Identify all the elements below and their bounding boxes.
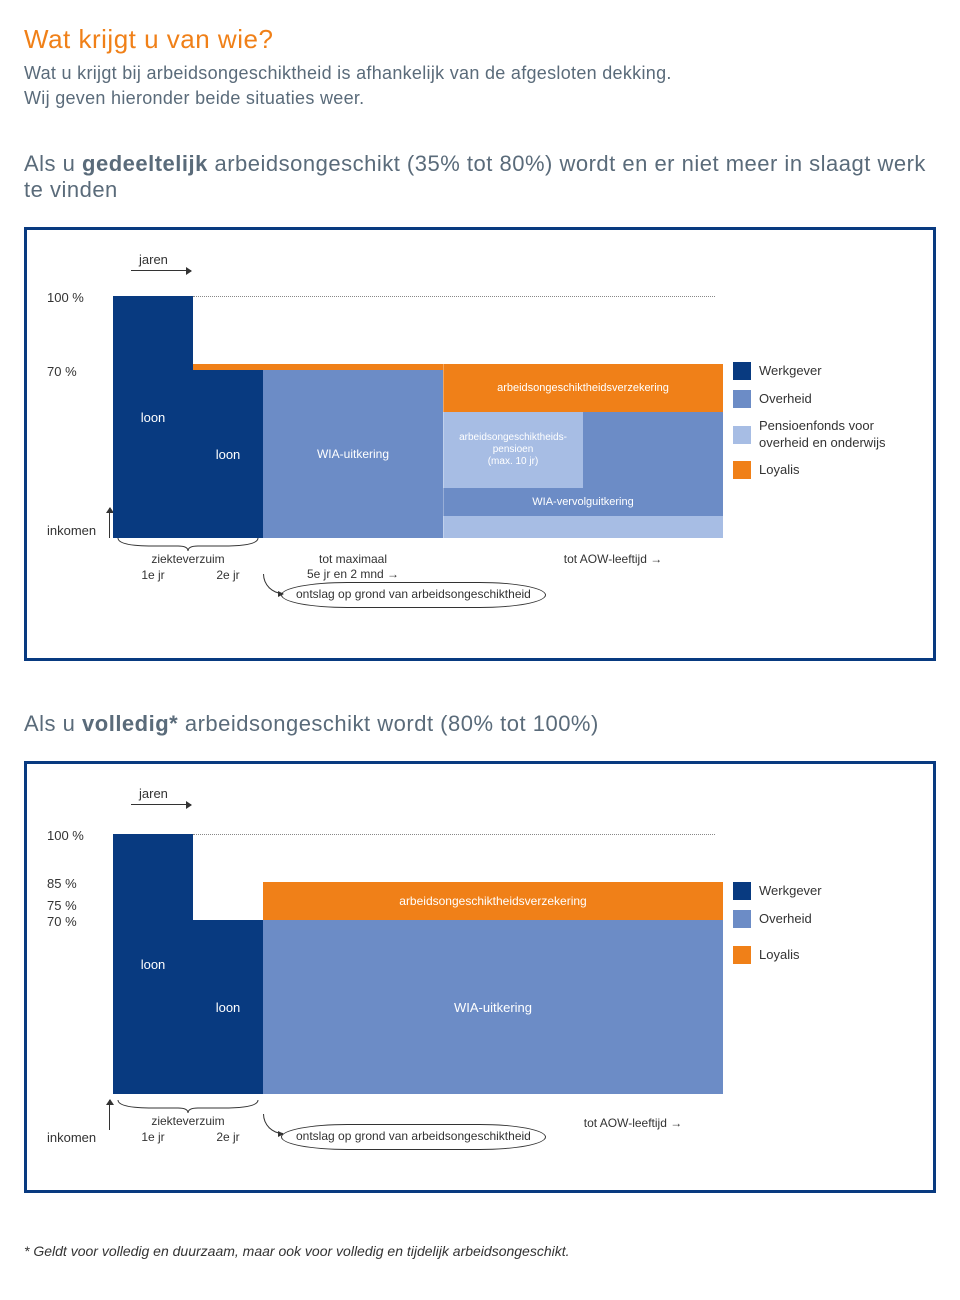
swatch bbox=[733, 461, 751, 479]
legend-overheid: Overheid bbox=[733, 390, 913, 408]
y-100: 100 % bbox=[47, 290, 84, 305]
jaren-arrow-2 bbox=[131, 804, 191, 805]
y2-70: 70 % bbox=[47, 914, 77, 929]
scenario2-chart-frame: jaren 100 % 85 % 75 % 70 % loon loon arb… bbox=[24, 761, 936, 1193]
bar-wia-uitkering: WIA-uitkering bbox=[263, 370, 443, 538]
scenario2-title: Als u volledig* arbeidsongeschikt wordt … bbox=[24, 711, 936, 737]
totaow-label: tot AOW-leeftijd bbox=[533, 552, 693, 566]
jr2-label: 2e jr bbox=[193, 568, 263, 582]
jr1-label: 1e jr bbox=[113, 568, 193, 582]
y2-75: 75 % bbox=[47, 898, 77, 913]
bar-ao-verzekering: arbeidsongeschiktheidsverzekering bbox=[443, 364, 723, 412]
grid2-100 bbox=[193, 834, 715, 835]
swatch bbox=[733, 946, 751, 964]
scenario1-chart-frame: jaren 100 % 70 % inkomen loon loon bbox=[24, 227, 936, 661]
y2-85: 85 % bbox=[47, 876, 77, 891]
bar2-wia-uitkering: WIA-uitkering bbox=[263, 920, 723, 1094]
swatch bbox=[733, 362, 751, 380]
jr2-label-2: 2e jr bbox=[193, 1130, 263, 1144]
inkomen-arrow-2 bbox=[109, 1100, 110, 1130]
brace-svg-2 bbox=[113, 1100, 263, 1114]
intro-text: Wat u krijgt bij arbeidsongeschiktheid i… bbox=[24, 61, 936, 111]
legend-1: Werkgever Overheid Pensioenfonds voor ov… bbox=[733, 358, 913, 489]
chart2: 100 % 85 % 75 % 70 % loon loon arbeidson… bbox=[47, 834, 715, 1094]
legend-2: Werkgever Overheid Loyalis bbox=[733, 878, 913, 974]
bar-loon2: loon bbox=[193, 370, 263, 538]
inkomen-label-2: inkomen bbox=[47, 1130, 96, 1145]
curve-arrow-2 bbox=[263, 1114, 283, 1134]
intro-line1: Wat u krijgt bij arbeidsongeschiktheid i… bbox=[24, 63, 672, 83]
bar-wia-vervolg-label: WIA-vervolguitkering bbox=[443, 488, 723, 516]
legend-pensioenfonds: Pensioenfonds voor overheid en onderwijs bbox=[733, 418, 913, 451]
legend-loyalis: Loyalis bbox=[733, 461, 913, 479]
scenario1-title: Als u gedeeltelijk arbeidsongeschikt (35… bbox=[24, 151, 936, 203]
legend2-overheid: Overheid bbox=[733, 910, 913, 928]
inkomen-label: inkomen bbox=[47, 523, 96, 538]
brace-svg bbox=[113, 538, 263, 552]
swatch bbox=[733, 882, 751, 900]
ziekte-label-2: ziekteverzuim bbox=[113, 1114, 263, 1128]
totaow-label-2: tot AOW-leeftijd bbox=[553, 1116, 713, 1130]
y-70: 70 % bbox=[47, 364, 77, 379]
chart1: 100 % 70 % inkomen loon loon WIA-ui bbox=[47, 296, 715, 566]
ellipse-ontslag-1: ontslag op grond van arbeidsongeschikthe… bbox=[281, 582, 546, 608]
page-title: Wat krijgt u van wie? bbox=[24, 24, 936, 55]
curve-arrow-1 bbox=[263, 574, 283, 594]
swatch bbox=[733, 910, 751, 928]
ellipse-ontslag-2: ontslag op grond van arbeidsongeschikthe… bbox=[281, 1124, 546, 1150]
bar2-ao-verzekering: arbeidsongeschiktheidsverzekering bbox=[263, 882, 723, 920]
jaren-label: jaren bbox=[139, 252, 168, 267]
gridline-100 bbox=[193, 296, 715, 297]
jaren-arrow bbox=[131, 270, 191, 271]
swatch bbox=[733, 390, 751, 408]
ziekte-label: ziekteverzuim bbox=[113, 552, 263, 566]
col-sep bbox=[443, 364, 444, 538]
legend-werkgever: Werkgever bbox=[733, 362, 913, 380]
legend2-werkgever: Werkgever bbox=[733, 882, 913, 900]
y2-100: 100 % bbox=[47, 828, 84, 843]
jaren-label-2: jaren bbox=[139, 786, 168, 801]
bar-ao-pensioen: arbeidsongeschiktheids- pensioen (max. 1… bbox=[443, 412, 583, 488]
totmax-label: tot maximaal 5e jr en 2 mnd bbox=[283, 552, 423, 581]
inkomen-arrow bbox=[109, 508, 110, 538]
intro-line2: Wij geven hieronder beide situaties weer… bbox=[24, 88, 364, 108]
footnote: * Geldt voor volledig en duurzaam, maar … bbox=[24, 1243, 936, 1259]
swatch bbox=[733, 426, 751, 444]
bar2-loon2: loon bbox=[193, 920, 263, 1094]
bar2-loon1: loon bbox=[113, 834, 193, 1094]
bar-loon1: loon bbox=[113, 296, 193, 538]
x-labels-1: ziekteverzuim 1e jr 2e jr tot maximaal 5… bbox=[113, 538, 715, 572]
legend2-loyalis: Loyalis bbox=[733, 946, 913, 964]
bar-bottom-pf bbox=[443, 516, 723, 538]
jr1-label-2: 1e jr bbox=[113, 1130, 193, 1144]
